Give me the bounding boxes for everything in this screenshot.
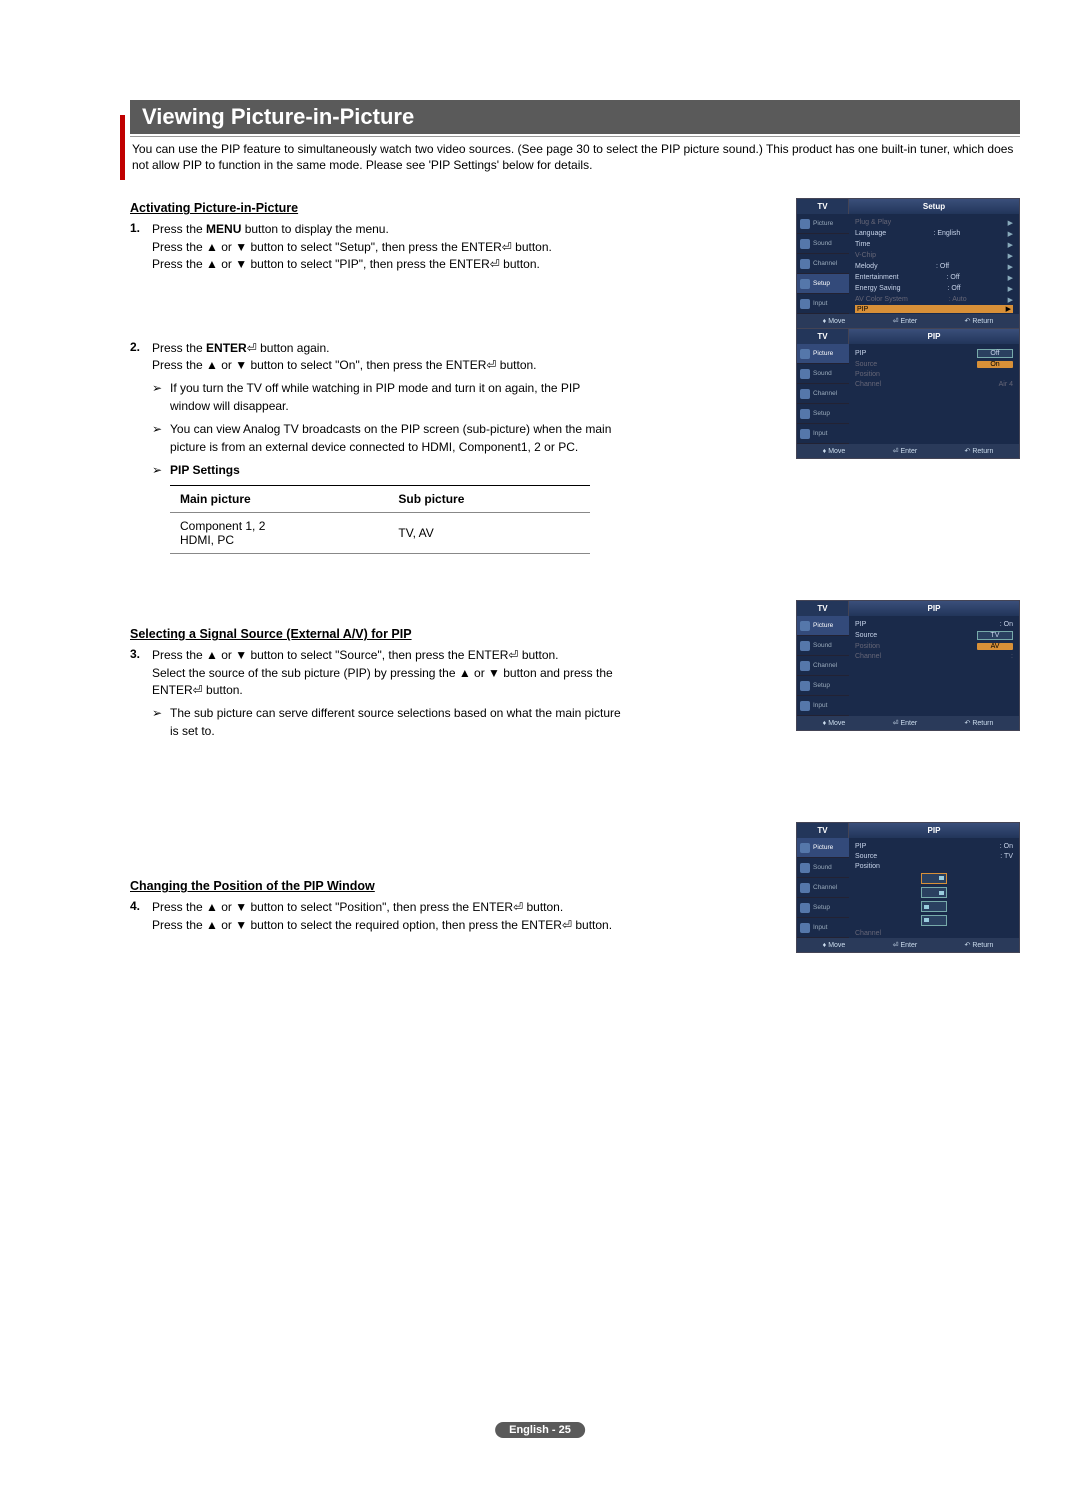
- osd-title: Setup: [849, 199, 1019, 214]
- enter-icon: ⏎ Enter: [893, 317, 918, 325]
- bullet-2: ➢ You can view Analog TV broadcasts on t…: [152, 421, 622, 456]
- position-option: [921, 901, 947, 912]
- page-title: Viewing Picture-in-Picture: [130, 100, 1020, 134]
- position-option: [921, 873, 947, 884]
- table-row: Component 1, 2 HDMI, PC TV, AV: [170, 513, 590, 554]
- position-option: [921, 915, 947, 926]
- table-cell: TV, AV: [388, 513, 590, 554]
- step-3-num: 3.: [130, 647, 152, 740]
- step-2-num: 2.: [130, 340, 152, 480]
- step-1-num: 1.: [130, 221, 152, 273]
- step-3-line2: Select the source of the sub picture (PI…: [152, 665, 622, 700]
- bullet-2-text: You can view Analog TV broadcasts on the…: [170, 421, 622, 456]
- nav-sound: Sound: [797, 234, 849, 254]
- osd-header: TV Setup: [797, 199, 1019, 214]
- nav-channel: Channel: [797, 254, 849, 274]
- pip-settings-table: Main picture Sub picture Component 1, 2 …: [170, 485, 590, 554]
- bullet-icon: ➢: [152, 705, 170, 740]
- bullet-1: ➢ If you turn the TV off while watching …: [152, 380, 622, 415]
- nav-picture: Picture: [797, 214, 849, 234]
- step-3-body: Press the ▲ or ▼ button to select "Sourc…: [152, 647, 622, 740]
- bullet-3: ➢ The sub picture can serve different so…: [152, 705, 622, 740]
- step-2-line2: Press the ▲ or ▼ button to select "On", …: [152, 357, 622, 374]
- page-footer: English - 25: [495, 1422, 585, 1438]
- move-icon: ♦ Move: [823, 317, 846, 325]
- step-1-body: Press the MENU button to display the men…: [152, 221, 622, 273]
- bullet-icon: ➢: [152, 462, 170, 479]
- pip-settings-row: ➢ PIP Settings: [152, 462, 622, 479]
- osd-tv-label: TV: [797, 199, 849, 214]
- step-2-line1: Press the ENTER⏎ button again.: [152, 340, 622, 357]
- return-icon: ↶ Return: [964, 317, 993, 325]
- step-4-line1: Press the ▲ or ▼ button to select "Posit…: [152, 899, 622, 916]
- bullet-1-text: If you turn the TV off while watching in…: [170, 380, 622, 415]
- bullet-icon: ➢: [152, 380, 170, 415]
- osd-content: Plug & Play▶ Language: English▶ Time▶ V-…: [849, 214, 1019, 314]
- step-4-num: 4.: [130, 899, 152, 934]
- osd-pip-onoff: TVPIP Picture Sound Channel Setup Input …: [796, 328, 1020, 459]
- nav-setup: Setup: [797, 274, 849, 294]
- osd-pip-source: TVPIP Picture Sound Channel Setup Input …: [796, 600, 1020, 731]
- accent-bar: [120, 115, 125, 180]
- table-cell: Component 1, 2 HDMI, PC: [170, 513, 388, 554]
- step-4-body: Press the ▲ or ▼ button to select "Posit…: [152, 899, 622, 934]
- step-2-body: Press the ENTER⏎ button again. Press the…: [152, 340, 622, 480]
- table-header-sub: Sub picture: [388, 486, 590, 513]
- step-4-line2: Press the ▲ or ▼ button to select the re…: [152, 917, 622, 934]
- osd-nav: Picture Sound Channel Setup Input: [797, 214, 849, 314]
- osd-footer: ♦ Move ⏎ Enter ↶ Return: [797, 314, 1019, 328]
- position-option: [921, 887, 947, 898]
- bullet-3-text: The sub picture can serve different sour…: [170, 705, 622, 740]
- step-1-line1: Press the MENU button to display the men…: [152, 221, 622, 238]
- table-header-main: Main picture: [170, 486, 388, 513]
- bullet-icon: ➢: [152, 421, 170, 456]
- intro-text: You can use the PIP feature to simultane…: [130, 136, 1020, 183]
- step-1-line2: Press the ▲ or ▼ button to select "Setup…: [152, 239, 622, 256]
- osd-pip-position: TVPIP Picture Sound Channel Setup Input …: [796, 822, 1020, 953]
- pip-settings-label: PIP Settings: [170, 463, 240, 477]
- nav-input: Input: [797, 294, 849, 314]
- step-3-line1: Press the ▲ or ▼ button to select "Sourc…: [152, 647, 622, 664]
- osd-setup: TV Setup Picture Sound Channel Setup Inp…: [796, 198, 1020, 329]
- step-1-line3: Press the ▲ or ▼ button to select "PIP",…: [152, 256, 622, 273]
